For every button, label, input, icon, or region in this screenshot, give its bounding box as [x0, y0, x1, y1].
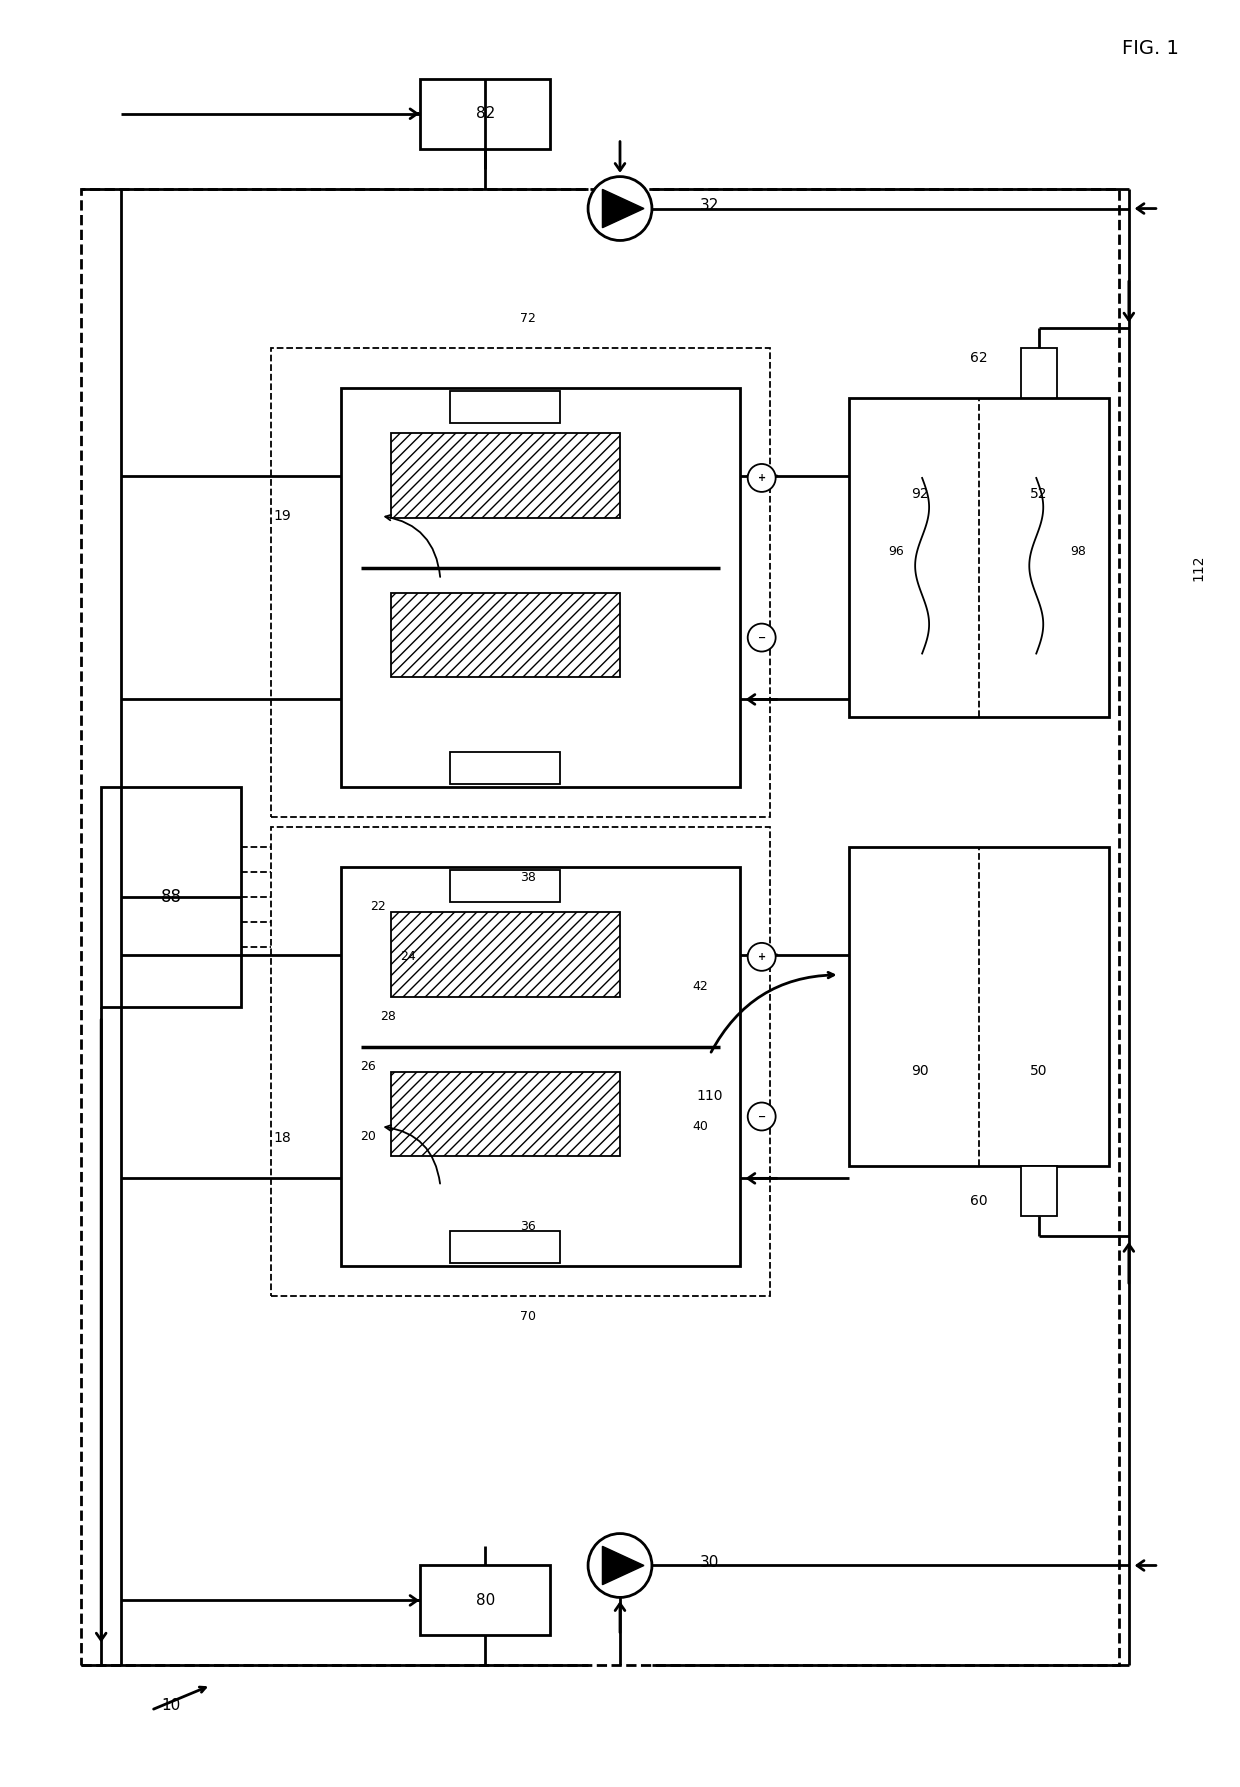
Text: 30: 30	[699, 1555, 719, 1571]
Bar	[1021, 348, 1056, 399]
Circle shape	[748, 624, 776, 652]
Bar	[450, 752, 560, 784]
Text: 52: 52	[1030, 486, 1048, 500]
Text: 22: 22	[371, 901, 387, 913]
Circle shape	[748, 1103, 776, 1131]
Text: 10: 10	[161, 1698, 181, 1712]
Circle shape	[748, 944, 776, 970]
Bar	[450, 870, 560, 902]
Bar	[420, 79, 551, 148]
Text: 112: 112	[1192, 554, 1205, 581]
Text: 24: 24	[401, 951, 417, 963]
Polygon shape	[603, 189, 644, 227]
Text: 28: 28	[381, 1010, 397, 1024]
Text: 90: 90	[910, 1063, 929, 1078]
Bar	[391, 432, 620, 518]
Text: 26: 26	[361, 1060, 376, 1074]
Text: 50: 50	[1030, 1063, 1048, 1078]
Text: 110: 110	[697, 1088, 723, 1103]
Text: 20: 20	[361, 1129, 377, 1144]
Text: 40: 40	[692, 1120, 708, 1133]
Text: 88: 88	[160, 888, 181, 906]
Bar	[270, 827, 770, 1296]
Bar	[81, 189, 1118, 1665]
Text: 96: 96	[888, 545, 904, 558]
Bar	[341, 867, 740, 1267]
Circle shape	[588, 177, 652, 241]
Text: 62: 62	[970, 352, 988, 365]
Text: 18: 18	[273, 1131, 290, 1145]
Text: +: +	[758, 952, 766, 961]
Text: −: −	[758, 633, 766, 643]
Bar	[270, 348, 770, 817]
Text: 82: 82	[476, 105, 495, 122]
Polygon shape	[603, 1546, 644, 1585]
Text: 72: 72	[521, 311, 536, 325]
Text: 98: 98	[1070, 545, 1086, 558]
Text: 32: 32	[699, 198, 719, 213]
Bar	[102, 788, 241, 1006]
Bar	[341, 388, 740, 788]
Text: FIG. 1: FIG. 1	[1122, 39, 1179, 59]
Text: 42: 42	[692, 981, 708, 994]
Bar	[849, 847, 1109, 1167]
Text: 36: 36	[521, 1221, 536, 1233]
Text: 92: 92	[910, 486, 929, 500]
Text: 38: 38	[521, 870, 536, 883]
Text: 70: 70	[521, 1310, 536, 1322]
Circle shape	[588, 1533, 652, 1598]
Bar	[849, 399, 1109, 717]
Circle shape	[748, 465, 776, 491]
Text: −: −	[758, 1112, 766, 1122]
Bar	[450, 1231, 560, 1263]
Text: 80: 80	[476, 1592, 495, 1608]
Bar	[420, 1565, 551, 1635]
Text: +: +	[758, 474, 766, 482]
Bar	[1021, 1167, 1056, 1217]
Text: 60: 60	[970, 1194, 988, 1208]
Bar	[391, 1072, 620, 1156]
Bar	[391, 593, 620, 677]
Text: 19: 19	[273, 509, 290, 524]
Bar	[450, 391, 560, 424]
Bar	[391, 911, 620, 997]
